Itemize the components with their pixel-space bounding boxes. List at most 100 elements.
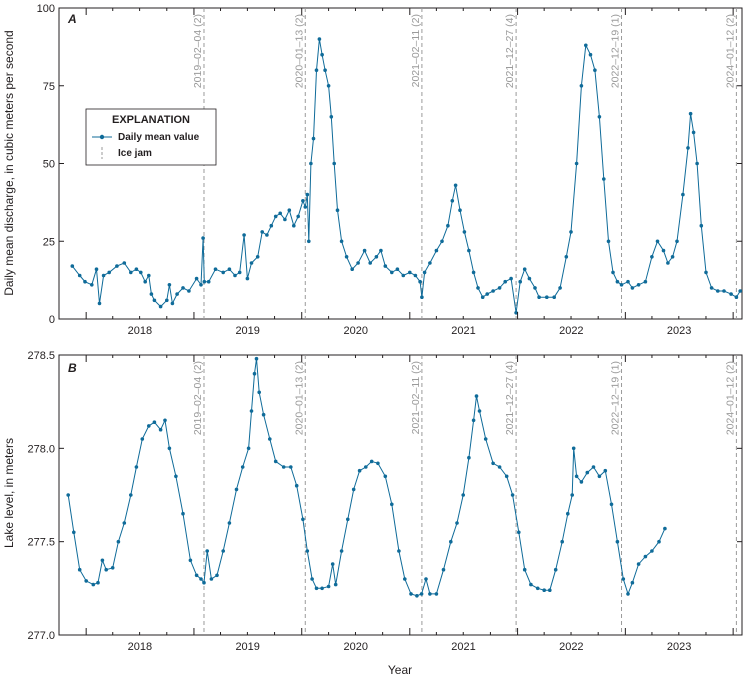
data-point [695,161,699,166]
data-point [542,588,546,592]
data-point [97,301,102,306]
data-point [611,270,615,275]
data-point [152,298,157,303]
data-point [158,304,163,309]
data-point [477,409,482,413]
data-point [326,584,331,589]
data-point [273,459,278,464]
data-point [574,474,579,479]
legend-title: EXPLANATION [112,114,190,126]
y-tick-label: 277.0 [27,630,55,642]
data-point [333,582,338,587]
data-point [657,539,661,544]
data-point [362,248,367,253]
data-point [395,267,400,272]
x-tick-label: 2023 [667,325,691,337]
data-point [566,511,570,516]
x-tick-label: 2020 [344,641,368,653]
data-point [246,446,251,451]
data-point [83,279,87,284]
data-point [574,161,579,166]
data-point [104,567,108,572]
data-point [344,254,349,259]
data-point [603,468,608,473]
data-point [227,267,232,272]
series-line [71,39,741,313]
data-point [273,214,278,219]
data-point [383,474,388,479]
series-line [67,358,666,597]
data-point [122,261,127,265]
data-point [699,223,704,228]
data-point [252,371,257,376]
data-point [535,586,540,591]
data-point [579,84,584,88]
data-point [134,465,139,469]
data-point [188,558,193,563]
data-point [483,437,488,441]
ice-jam-label: 2021–12–27 (4) [504,14,516,88]
data-point [209,577,214,581]
data-point [242,233,246,237]
data-point [510,493,515,497]
data-point [428,592,432,596]
data-point [317,37,322,41]
data-point [588,52,593,57]
data-point [91,582,96,587]
ice-jam-label: 2021–02–11 (2) [410,361,422,434]
data-point [199,283,203,287]
data-point [597,115,602,119]
ice-jam-label: 2022–12–19 (1) [610,14,622,88]
data-point [390,270,394,275]
data-point [201,236,205,240]
data-point [134,267,139,272]
data-point [383,264,388,268]
data-point [323,68,327,72]
data-point [602,177,606,181]
data-point [553,567,558,572]
data-point [278,211,283,216]
data-point [254,356,259,361]
data-point [357,468,362,473]
data-point [170,301,175,306]
data-point [450,199,455,203]
data-point [570,493,574,497]
data-point [115,264,119,268]
data-point [205,549,209,553]
y-tick-label: 50 [43,159,55,171]
data-point [558,286,562,290]
data-point [655,239,660,244]
data-point [722,289,726,293]
data-point [187,289,191,293]
data-point [686,146,690,150]
data-point [584,43,588,48]
panel-a-y-axis: 0 25 50 75 100 [37,3,742,326]
data-point [152,420,157,425]
panel-a-ylabel: Daily mean discharge, in cubic meters pe… [2,30,16,295]
ice-jam-label: 2022–12–19 (1) [610,361,622,435]
data-point [100,558,105,563]
data-point [70,264,75,268]
data-point [307,239,311,244]
data-point [545,295,549,300]
data-point [249,261,254,265]
data-point [467,455,471,460]
data-point [440,239,444,244]
data-point [147,424,151,428]
data-point [194,573,199,578]
x-tick-label: 2022 [559,325,583,337]
data-point [268,437,272,441]
x-tick-label: 2019 [235,325,259,337]
y-tick-label: 278.0 [27,443,55,455]
data-point [368,261,373,265]
legend-series-marker [99,134,105,140]
data-point [458,208,462,212]
data-point [339,549,344,553]
data-point [503,279,508,284]
data-point [202,279,207,284]
data-point [462,230,467,234]
data-point [369,459,374,464]
data-point [569,230,573,234]
data-point [194,276,199,281]
